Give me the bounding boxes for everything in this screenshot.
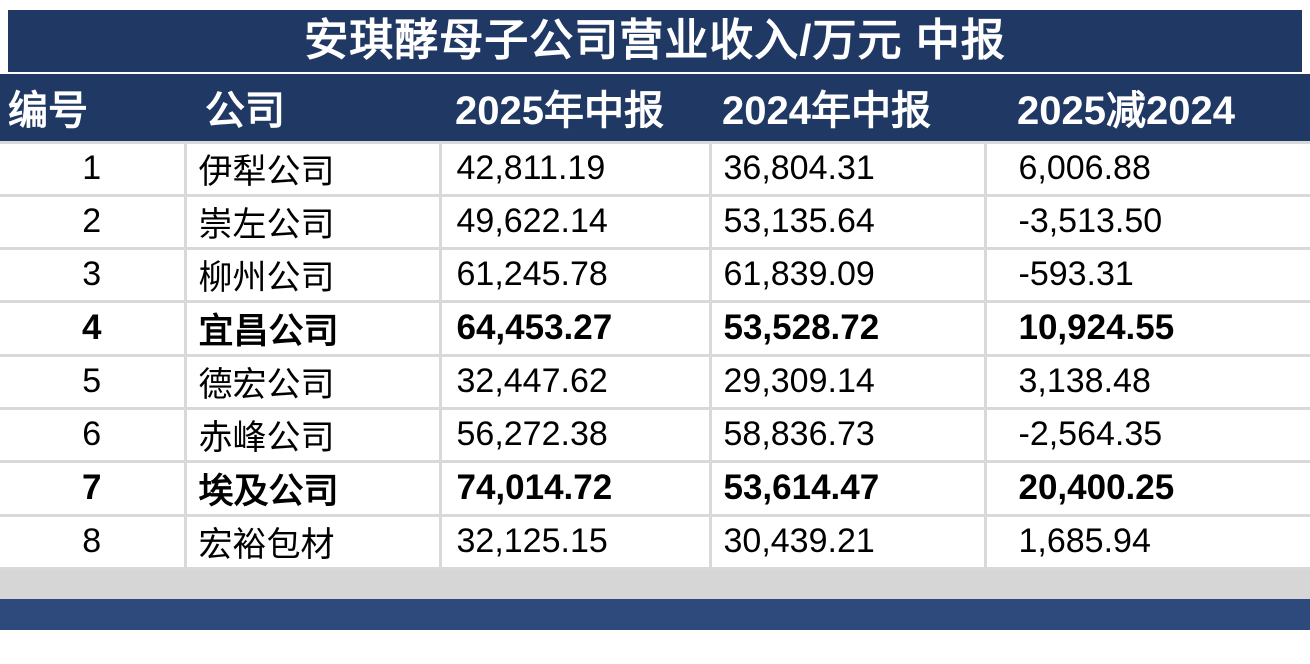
diff-cell: -3,513.50 — [983, 193, 1310, 250]
value-2024-cell: 53,614.47 — [708, 459, 987, 517]
diff-cell: 3,138.48 — [983, 353, 1310, 410]
diff-cell: -2,564.35 — [983, 406, 1310, 463]
value-2024-cell: 30,439.21 — [708, 513, 987, 570]
company-cell: 宏裕包材 — [183, 513, 442, 570]
row-number-cell: 1 — [0, 140, 187, 197]
row-number-cell: 2 — [0, 193, 187, 250]
table-row: 7 埃及公司 74,014.72 53,614.47 20,400.25 — [0, 459, 1310, 517]
column-header-number: 编号 — [0, 74, 185, 142]
row-number-cell: 5 — [0, 353, 187, 410]
value-2025-cell: 32,125.15 — [438, 513, 712, 570]
row-number-cell: 8 — [0, 513, 187, 570]
diff-cell: 20,400.25 — [983, 459, 1310, 517]
row-number-cell: 3 — [0, 246, 187, 303]
header-row: 编号 公司 2025年中报 2024年中报 2025减2024 — [0, 74, 1310, 142]
column-header-2024: 2024年中报 — [710, 74, 985, 142]
revenue-table: 编号 公司 2025年中报 2024年中报 2025减2024 1 伊犁公司 4… — [0, 74, 1310, 570]
diff-cell: 6,006.88 — [983, 140, 1310, 197]
value-2025-cell: 74,014.72 — [438, 459, 712, 517]
table-row: 1 伊犁公司 42,811.19 36,804.31 6,006.88 — [0, 140, 1310, 197]
table-row: 8 宏裕包材 32,125.15 30,439.21 1,685.94 — [0, 513, 1310, 570]
diff-cell: 10,924.55 — [983, 299, 1310, 357]
company-cell: 埃及公司 — [183, 459, 442, 517]
table-row: 6 赤峰公司 56,272.38 58,836.73 -2,564.35 — [0, 406, 1310, 463]
value-2024-cell: 36,804.31 — [708, 140, 987, 197]
company-cell: 伊犁公司 — [183, 140, 442, 197]
column-header-company: 公司 — [185, 74, 440, 142]
company-cell: 宜昌公司 — [183, 299, 442, 357]
page-title: 安琪酵母子公司营业收入/万元 中报 — [8, 10, 1302, 72]
value-2024-cell: 61,839.09 — [708, 246, 987, 303]
value-2025-cell: 49,622.14 — [438, 193, 712, 250]
value-2024-cell: 53,528.72 — [708, 299, 987, 357]
table-row: 3 柳州公司 61,245.78 61,839.09 -593.31 — [0, 246, 1310, 303]
diff-cell: 1,685.94 — [983, 513, 1310, 570]
table-row: 4 宜昌公司 64,453.27 53,528.72 10,924.55 — [0, 299, 1310, 357]
value-2024-cell: 53,135.64 — [708, 193, 987, 250]
row-number-cell: 7 — [0, 459, 187, 517]
column-header-2025: 2025年中报 — [440, 74, 710, 142]
footer-gray-band — [0, 569, 1310, 599]
value-2024-cell: 58,836.73 — [708, 406, 987, 463]
company-cell: 赤峰公司 — [183, 406, 442, 463]
row-number-cell: 4 — [0, 299, 187, 357]
company-cell: 德宏公司 — [183, 353, 442, 410]
value-2024-cell: 29,309.14 — [708, 353, 987, 410]
value-2025-cell: 64,453.27 — [438, 299, 712, 357]
row-number-cell: 6 — [0, 406, 187, 463]
value-2025-cell: 32,447.62 — [438, 353, 712, 410]
value-2025-cell: 56,272.38 — [438, 406, 712, 463]
table-row: 2 崇左公司 49,622.14 53,135.64 -3,513.50 — [0, 193, 1310, 250]
table-row: 5 德宏公司 32,447.62 29,309.14 3,138.48 — [0, 353, 1310, 410]
column-header-diff: 2025减2024 — [985, 74, 1310, 142]
footer-navy-band — [0, 598, 1310, 630]
company-cell: 崇左公司 — [183, 193, 442, 250]
value-2025-cell: 61,245.78 — [438, 246, 712, 303]
value-2025-cell: 42,811.19 — [438, 140, 712, 197]
company-cell: 柳州公司 — [183, 246, 442, 303]
diff-cell: -593.31 — [983, 246, 1310, 303]
